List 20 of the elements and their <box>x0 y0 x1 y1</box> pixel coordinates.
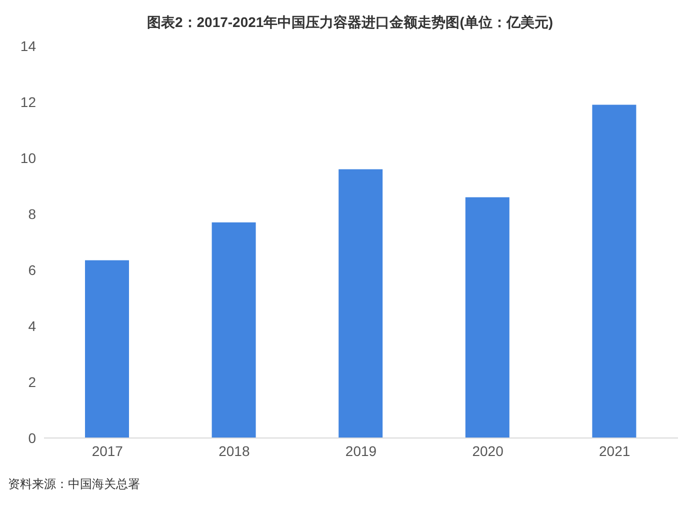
y-tick-label: 10 <box>20 150 36 166</box>
chart-title: 图表2：2017-2021年中国压力容器进口金额走势图(单位：亿美元) <box>146 13 554 32</box>
x-tick-label: 2021 <box>599 442 630 459</box>
bar <box>465 197 510 438</box>
y-tick-label: 6 <box>28 262 36 278</box>
y-tick-label: 0 <box>28 430 36 446</box>
bar <box>338 169 383 438</box>
x-tick-label: 2017 <box>92 442 124 459</box>
y-tick-label: 14 <box>20 38 36 54</box>
text: 资料来源：中国海关总署 <box>8 476 140 493</box>
x-tick-label: 2018 <box>218 442 250 459</box>
x-tick-label: 2019 <box>345 442 377 459</box>
y-tick-label: 12 <box>20 94 36 110</box>
bar <box>592 104 636 438</box>
bar <box>212 222 256 438</box>
y-tick-label: 8 <box>28 206 36 222</box>
y-tick-label: 2 <box>28 374 36 390</box>
y-tick-label: 4 <box>28 318 36 334</box>
x-tick-label: 2020 <box>472 442 504 459</box>
bar <box>85 260 129 438</box>
